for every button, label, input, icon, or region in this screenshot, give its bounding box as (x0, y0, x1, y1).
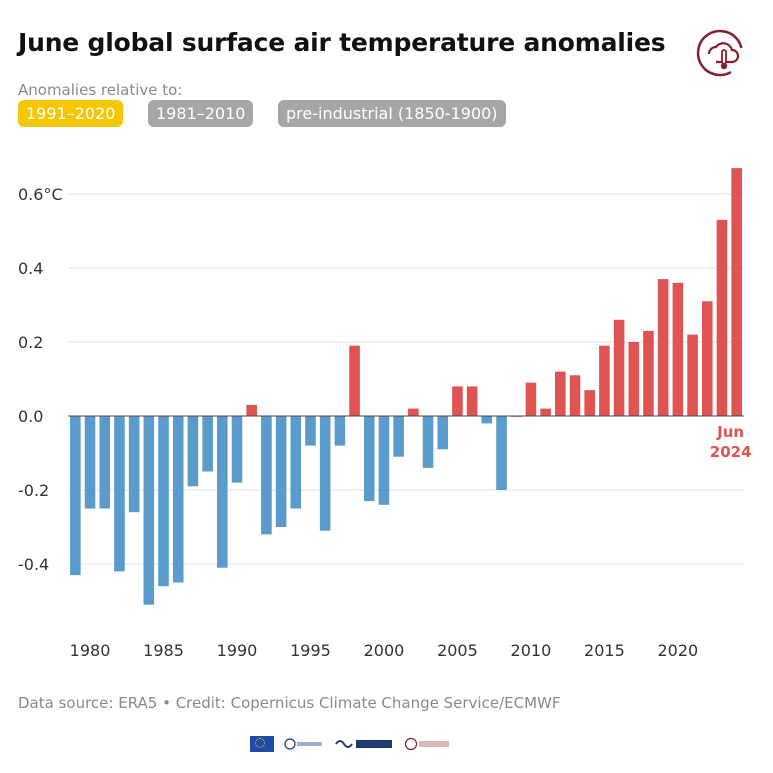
bar-2011 (540, 408, 551, 416)
x-tick-label: 2010 (511, 641, 552, 660)
bar-2007 (481, 416, 493, 424)
bar-1993 (275, 416, 287, 527)
x-tick-label: 1990 (217, 641, 258, 660)
baseline-subtitle: Anomalies relative to: (18, 81, 183, 99)
bar-1995 (305, 416, 316, 446)
bar-2017 (628, 342, 640, 416)
bar-2014 (584, 390, 595, 416)
copernicus-climate-logo-icon (696, 29, 744, 77)
bar-2021 (687, 334, 698, 416)
bar-1988 (202, 416, 213, 472)
x-tick-label: 1980 (70, 641, 111, 660)
bar-2020 (672, 282, 684, 416)
bar-2012 (555, 371, 566, 416)
bar-1984 (143, 416, 155, 605)
bar-1994 (290, 416, 302, 509)
page-title: June global surface air temperature anom… (18, 28, 666, 57)
bar-2023 (716, 219, 728, 416)
x-axis-labels: 1980 1985 1990 1995 2000 2005 2010 2015 2020 (70, 641, 699, 660)
bar-2024 (731, 168, 742, 416)
bar-1987 (187, 416, 199, 487)
bar-1998 (349, 345, 360, 416)
bar-2002 (408, 408, 419, 416)
y-axis-labels: 0.6°C 0.4 0.2 0.0 -0.2 -0.4 (18, 185, 63, 574)
bar-2019 (657, 279, 669, 416)
annotation-month: Jun (716, 423, 744, 441)
baseline-preindustrial-button[interactable]: pre-industrial (1850-1900) (278, 100, 506, 127)
y-tick-label: -0.2 (18, 481, 49, 500)
partner-ecmwf (334, 737, 394, 751)
bar-2015 (599, 345, 610, 416)
bar-2006 (466, 386, 478, 416)
bar-2000 (378, 416, 390, 505)
partner-copernicus (284, 737, 324, 751)
baseline-1991-2020-button[interactable]: 1991–2020 (18, 100, 124, 127)
anomaly-bar-chart: 0.6°C 0.4 0.2 0.0 -0.2 -0.4 1980 1985 1990 1995 2… (18, 168, 752, 660)
bar-1989 (217, 416, 228, 568)
bar-2010 (525, 382, 537, 416)
partner-eu (250, 736, 274, 752)
x-tick-label: 2020 (658, 641, 699, 660)
annotation-year: 2024 (710, 443, 752, 461)
partner-logos (250, 734, 452, 754)
bars (70, 168, 742, 605)
x-tick-label: 2005 (437, 641, 478, 660)
eu-flag-icon (250, 736, 274, 752)
y-tick-label: 0.2 (18, 333, 43, 352)
bar-2003 (422, 416, 434, 468)
climate-change-service-icon (404, 737, 449, 751)
bar-1992 (261, 416, 272, 535)
bar-1985 (158, 416, 169, 587)
copernicus-icon (284, 738, 322, 750)
bar-2016 (613, 319, 625, 416)
partner-climate-service (404, 737, 452, 751)
bar-1990 (231, 416, 243, 483)
bar-2022 (701, 301, 713, 416)
y-tick-label: 0.4 (18, 259, 43, 278)
bar-1979 (70, 416, 81, 576)
bar-1983 (128, 416, 140, 513)
x-tick-label: 1995 (290, 641, 331, 660)
baseline-1981-2010-button[interactable]: 1981–2010 (148, 100, 254, 127)
bar-1996 (319, 416, 331, 531)
bar-2008 (496, 416, 507, 490)
y-tick-label: 0.6°C (18, 185, 63, 204)
bar-1980 (84, 416, 96, 509)
x-tick-label: 2015 (584, 641, 625, 660)
bar-2013 (569, 375, 581, 416)
bar-1981 (99, 416, 111, 509)
data-source-credit: Data source: ERA5 • Credit: Copernicus C… (18, 694, 561, 712)
y-tick-label: -0.4 (18, 555, 49, 574)
bar-1986 (172, 416, 184, 583)
bar-1982 (114, 416, 125, 572)
bar-1999 (363, 416, 375, 502)
bar-2005 (452, 386, 463, 416)
jun-2024-annotation: Jun 2024 (710, 423, 752, 461)
ecmwf-icon (335, 740, 392, 748)
bar-1997 (334, 416, 346, 446)
x-tick-label: 1985 (143, 641, 184, 660)
y-tick-label: 0.0 (18, 407, 43, 426)
x-tick-label: 2000 (364, 641, 405, 660)
bar-1991 (246, 404, 257, 416)
bar-2004 (437, 416, 449, 450)
bar-2001 (393, 416, 404, 457)
gridlines (68, 193, 744, 565)
bar-2018 (643, 330, 654, 416)
